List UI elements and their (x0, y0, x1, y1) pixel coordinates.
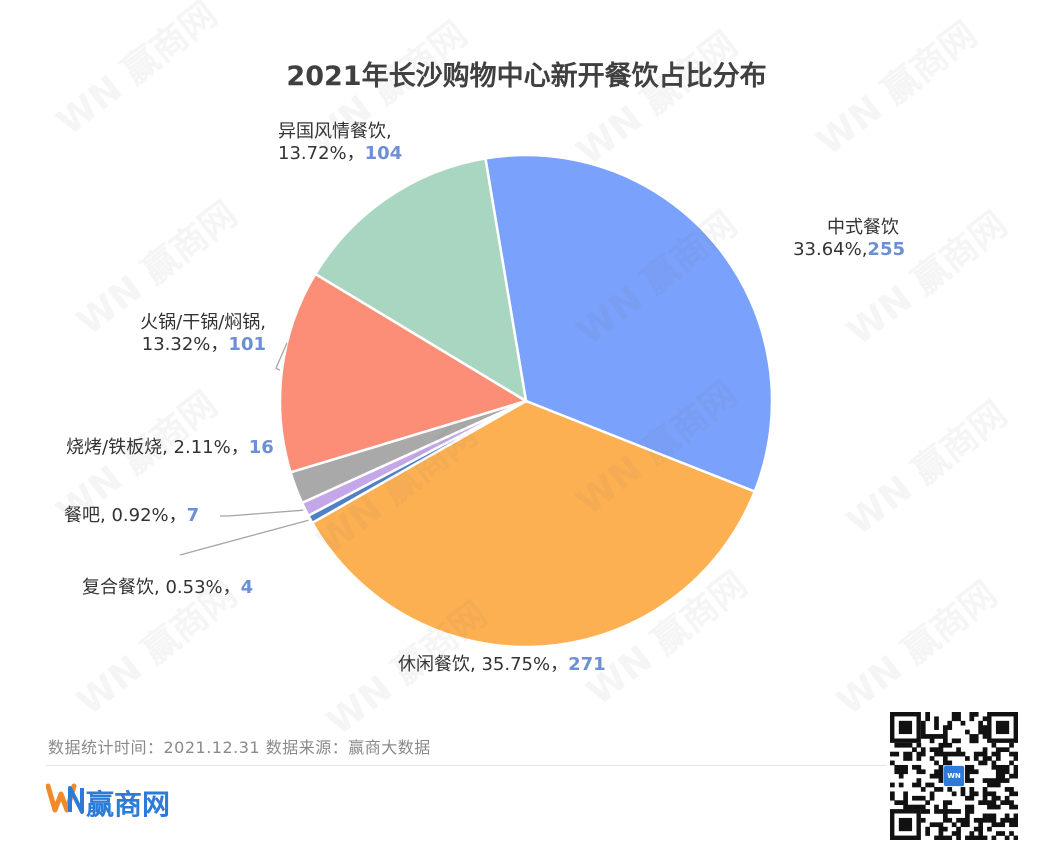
label-火锅干锅焖锅: 火锅/干锅/焖锅, 13.32%，101 (140, 312, 266, 355)
label-餐吧-name: 餐吧 (64, 505, 100, 526)
label-休闲餐饮-percent: 35.75%， (481, 654, 569, 675)
label-中式餐饮-count: 255 (867, 239, 905, 260)
label-休闲餐饮-count: 271 (568, 654, 606, 675)
label-异国风情餐饮: 异国风情餐饮, 13.72%，104 (278, 121, 403, 164)
pie-slice-0 (483, 153, 774, 494)
footer-note: 数据统计时间：2021.12.31 数据来源：赢商大数据 (48, 738, 431, 757)
qr-code-icon: WN (890, 712, 1018, 840)
label-休闲餐饮-name: 休闲餐饮 (398, 654, 470, 675)
qr-center-logo-text: WN (947, 772, 961, 780)
brand-name: 赢商网 (86, 788, 171, 821)
label-烧烤铁板烧-name: 烧烤/铁板烧 (66, 437, 163, 458)
label-复合餐饮-percent: 0.53%， (165, 577, 241, 598)
label-中式餐饮-name: 中式餐饮 (827, 217, 899, 238)
footer-divider (46, 765, 886, 766)
label-复合餐饮-name: 复合餐饮 (82, 577, 154, 598)
chart-title: 2021年长沙购物中心新开餐饮占比分布 (286, 61, 767, 92)
label-餐吧-count: 7 (186, 505, 200, 526)
label-异国风情餐饮-percent: 13.72%， (278, 143, 365, 164)
label-烧烤铁板烧: 烧烤/铁板烧, 2.11%，16 (66, 437, 274, 458)
label-异国风情餐饮-count: 104 (364, 143, 403, 164)
label-复合餐饮: 复合餐饮, 0.53%，4 (82, 577, 254, 598)
label-餐吧: 餐吧, 0.92%，7 (64, 505, 200, 526)
pie-slice-5 (278, 272, 530, 474)
label-餐吧-percent: 0.92%， (111, 505, 187, 526)
leader-line-5 (275, 342, 288, 371)
leader-line-2 (179, 519, 309, 556)
label-中式餐饮: 中式餐饮 33.64%,255 (785, 217, 905, 261)
pie-slice-6 (313, 156, 528, 404)
label-火锅干锅焖锅-count: 101 (228, 334, 266, 355)
label-中式餐饮-percent: 33.64%, (793, 239, 868, 260)
label-烧烤铁板烧-count: 16 (248, 437, 274, 458)
brand-logo-icon (46, 783, 84, 814)
label-火锅干锅焖锅-percent: 13.32%， (141, 334, 229, 355)
label-异国风情餐饮-name: 异国风情餐饮 (278, 121, 386, 142)
pie-slice-1 (310, 399, 757, 649)
label-火锅干锅焖锅-name: 火锅/干锅/焖锅 (140, 312, 261, 333)
label-休闲餐饮: 休闲餐饮, 35.75%，271 (398, 654, 606, 675)
leader-line-3 (227, 509, 304, 517)
label-复合餐饮-count: 4 (240, 577, 254, 598)
label-烧烤铁板烧-percent: 2.11%， (173, 437, 249, 458)
